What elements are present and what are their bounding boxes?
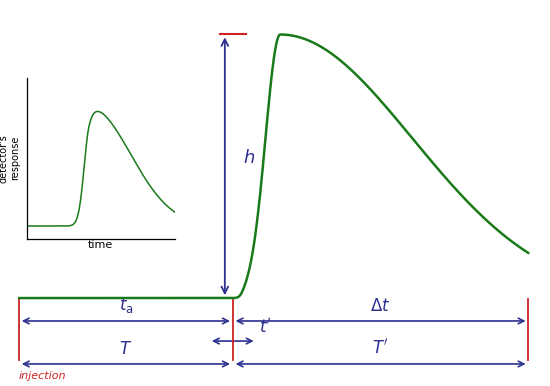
Text: $\Delta t$: $\Delta t$ xyxy=(370,297,391,315)
Text: $T'$: $T'$ xyxy=(372,339,389,358)
Text: injection: injection xyxy=(19,371,67,381)
Text: $h$: $h$ xyxy=(243,149,256,167)
Text: $t'$: $t'$ xyxy=(259,318,272,337)
Text: $T$: $T$ xyxy=(119,340,133,358)
Text: $t_{\mathrm{a}}$: $t_{\mathrm{a}}$ xyxy=(118,295,133,315)
